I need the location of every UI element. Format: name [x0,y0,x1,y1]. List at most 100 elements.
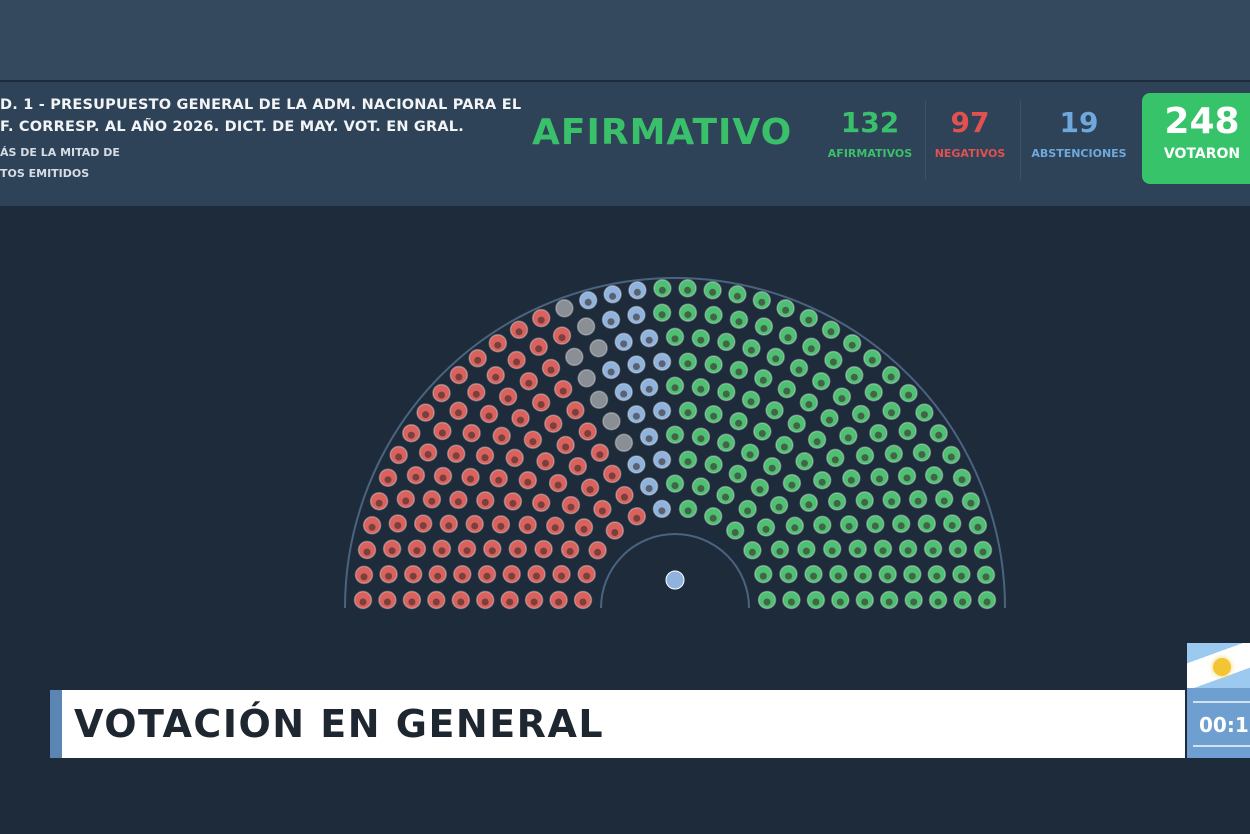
deputy-avatar-icon [833,499,841,507]
deputy-avatar-icon [759,376,767,384]
deputy-avatar-icon [385,572,393,580]
seat-ausentes [602,411,621,431]
deputy-avatar-icon [904,429,912,437]
deputy-avatar-icon [438,547,446,555]
deputy-avatar-icon [551,524,559,532]
divider [1193,745,1250,747]
sun-icon [1213,658,1231,676]
deputy-avatar-icon [722,441,730,449]
deputy-avatar-icon [492,373,500,381]
deputy-avatar-icon [594,548,602,556]
deputy-avatar-icon [481,498,489,506]
deputy-avatar-icon [940,497,948,505]
seat-president [665,570,685,590]
seat-ausentes [614,433,634,453]
deputy-avatar-icon [524,523,532,531]
deputy-avatar-icon [511,456,519,464]
deputy-avatar-icon [540,547,548,555]
deputy-avatar-icon [731,529,739,536]
deputy-avatar-icon [658,286,666,294]
deputy-avatar-icon [419,522,427,530]
deputy-avatar-icon [958,476,966,484]
deputy-avatar-icon [632,363,640,370]
deputy-avatar-icon [768,464,776,472]
deputy-avatar-icon [542,459,549,467]
deputy-avatar-icon [633,514,641,522]
hemicycle-arc [344,277,1006,609]
deputy-avatar-icon [566,548,574,555]
divider [1020,100,1021,180]
deputy-avatar-icon [735,419,743,427]
deputy-avatar-icon [407,431,415,439]
vote-header: D. 1 - PRESUPUESTO GENERAL DE LA ADM. NA… [0,82,1250,206]
deputy-avatar-icon [746,451,754,459]
deputy-avatar-icon [879,547,887,555]
deputy-avatar-icon [888,409,895,417]
deputy-avatar-icon [537,316,545,324]
deputy-avatar-icon [760,325,768,332]
deputy-avatar-icon [910,598,918,606]
deputy-avatar-icon [439,474,447,482]
deputy-avatar-icon [471,522,479,530]
deputy-avatar-icon [733,292,741,300]
deputy-avatar-icon [359,598,367,606]
deputy-avatar-icon [772,355,780,363]
deputy-avatar-icon [422,411,430,419]
seat-ausentes [576,317,596,336]
deputy-avatar-icon [684,311,692,319]
deputy-avatar-icon [722,390,730,398]
deputy-avatar-icon [394,522,402,529]
deputy-avatar-icon [609,292,617,300]
deputy-avatar-icon [481,454,489,462]
seat-ausentes [577,369,596,388]
deputy-avatar-icon [782,306,790,314]
deputy-avatar-icon [485,412,493,420]
deputy-avatar-icon [567,503,575,511]
deputy-avatar-icon [517,416,524,424]
caption-accent [50,690,62,758]
deputy-avatar-icon [598,507,606,515]
deputy-avatar-icon [908,572,916,580]
deputy-avatar-icon [935,431,943,439]
stat-abstenciones: 19 ABSTENCIONES [1023,106,1135,160]
deputy-avatar-icon [722,493,729,501]
deputy-avatar-icon [533,572,540,580]
deputy-avatar-icon [537,501,545,509]
deputy-avatar-icon [497,522,505,530]
deputy-avatar-icon [812,598,820,606]
deputy-avatar-icon [514,547,522,555]
deputy-avatar-icon [607,318,615,326]
deputy-avatar-icon [483,572,491,580]
deputy-avatar-icon [771,408,779,416]
deputy-avatar-icon [979,548,987,556]
deputy-avatar-icon [620,340,628,348]
afirmativos-label: AFIRMATIVOS [827,147,913,160]
hemicycle-chart [344,277,1006,610]
deputy-avatar-icon [983,598,991,606]
deputy-avatar-icon [775,503,783,511]
deputy-avatar-icon [954,547,962,555]
deputy-avatar-icon [671,335,679,343]
deputy-avatar-icon [658,507,666,515]
deputy-avatar-icon [579,598,587,606]
deputy-avatar-icon [734,472,742,480]
deputy-avatar-icon [621,493,628,501]
deputy-avatar-icon [558,572,565,580]
seat-ausentes [589,390,609,409]
deputy-avatar-icon [494,341,502,349]
deputy-avatar-icon [409,572,417,580]
deputy-avatar-icon [432,598,440,606]
deputy-avatar-icon [509,499,517,507]
deputy-avatar-icon [791,524,799,532]
deputy-avatar-icon [463,547,471,555]
deputy-avatar-icon [744,507,752,515]
deputy-avatar-icon [802,547,810,555]
deputy-avatar-icon [495,476,503,484]
deputy-avatar-icon [438,429,446,437]
hemicycle-arc [600,533,750,609]
deputy-avatar-icon [861,598,869,606]
caption-bar: VOTACIÓN EN GENERAL [50,690,1185,758]
deputy-avatar-icon [658,458,666,466]
deputy-avatar-icon [554,481,562,489]
deputy-avatar-icon [562,443,570,451]
